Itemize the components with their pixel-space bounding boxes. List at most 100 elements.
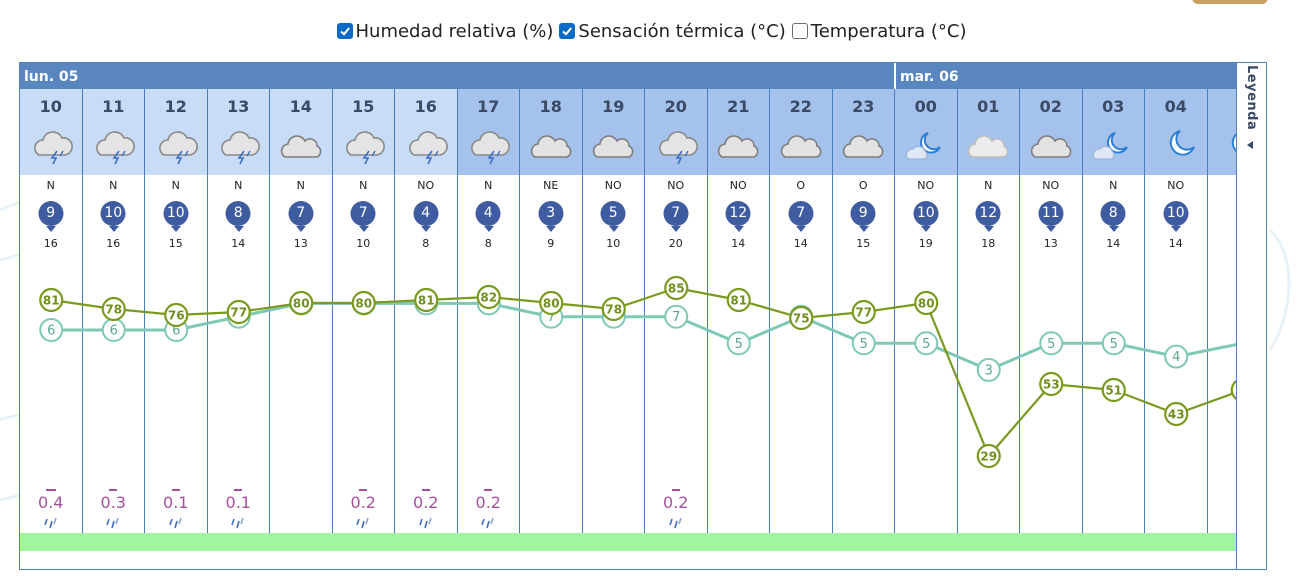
wind-speed-badge: 4	[475, 201, 501, 226]
hour-column: 13 N 8 14 0.1	[207, 89, 270, 545]
hour-header: 20	[645, 89, 707, 175]
wind-arrow-icon	[296, 226, 307, 232]
hour-header: 03	[1082, 89, 1144, 175]
temperature-checkbox[interactable]: Temperatura (°C)	[791, 20, 967, 42]
wind-speed-badge: 9	[850, 201, 876, 226]
wind-gust: 14	[731, 237, 746, 250]
hour-column: 19 NO 5 10	[582, 89, 645, 545]
wind-speed-badge: 7	[788, 201, 814, 226]
rain-bar	[234, 489, 243, 491]
feels-like-checkbox[interactable]: Sensación térmica (°C)	[559, 21, 786, 42]
wind-arrow-icon	[608, 226, 619, 232]
hour-column: 01 N 12 18	[957, 89, 1020, 545]
hour-column: 11 N 10 16 0.3	[82, 89, 145, 545]
wind-direction: N	[484, 179, 493, 192]
wind-gust: 19	[918, 237, 933, 250]
hour-header: 16	[395, 89, 457, 175]
wind-arrow-icon	[46, 226, 57, 232]
wind-speed-badge: 7	[288, 201, 314, 226]
rain-drops-icon	[43, 517, 57, 529]
storm-cloud-icon	[471, 131, 511, 165]
wind-gust: 14	[1106, 237, 1121, 250]
hour-column: 17 N 4 8 0.2	[457, 89, 520, 545]
wind-direction: N	[984, 179, 993, 192]
wind-gust: 8	[422, 237, 430, 250]
hour-column: 00 NO 10 19	[895, 89, 958, 545]
wind-speed-badge: 7	[350, 201, 376, 226]
precipitation-amount: 0.3	[100, 493, 126, 512]
hour-header: 18	[520, 89, 582, 175]
chart-options-toolbar: Humedad relativa (%) Sensación térmica (…	[0, 17, 1303, 45]
humidity-checkbox-label: Humedad relativa (%)	[355, 20, 554, 42]
hour-label: 04	[1164, 97, 1187, 116]
hour-label: 00	[914, 97, 937, 116]
wind-speed-badge: 10	[1163, 201, 1189, 226]
cloud-icon	[718, 135, 759, 158]
rain-bar	[359, 489, 368, 491]
wind-direction: N	[296, 179, 305, 192]
hour-label: 19	[602, 97, 625, 116]
hour-column: 15 N 7 10 0.2	[332, 89, 395, 545]
wind-direction: NE	[543, 179, 559, 192]
hour-label: 12	[164, 97, 187, 116]
wind-speed-badge: 8	[1100, 201, 1126, 226]
temperature-checkbox-label: Temperatura (°C)	[810, 20, 967, 42]
hour-header: 19	[582, 89, 644, 175]
wind-arrow-icon	[358, 226, 369, 232]
hour-column: 12 N 10 15 0.1	[145, 89, 208, 545]
wind-gust: 13	[293, 237, 308, 250]
hour-label: 16	[414, 97, 437, 116]
rain-bar	[671, 489, 680, 491]
wind-direction: N	[234, 179, 243, 192]
rain-drops-icon	[356, 517, 370, 529]
humidity-checkbox[interactable]: Humedad relativa (%)	[336, 20, 554, 42]
wind-arrow-icon	[1171, 226, 1182, 232]
wind-direction: NO	[729, 179, 747, 192]
hour-header: 12	[145, 89, 207, 175]
storm-cloud-icon	[96, 131, 136, 165]
wind-direction: O	[796, 179, 806, 192]
moon-icon	[1169, 130, 1195, 156]
hour-column: 10 N 9 16 0.4	[20, 89, 83, 545]
wind-direction: NO	[667, 179, 685, 192]
precipitation-amount: 0.4	[38, 493, 64, 512]
rain-drops-icon	[168, 517, 182, 529]
hour-label: 23	[852, 97, 875, 116]
rain-bar	[484, 489, 493, 491]
wind-arrow-icon	[233, 226, 244, 232]
wind-gust: 18	[981, 237, 996, 250]
light-cloud-icon	[968, 135, 1009, 158]
precipitation-amount: 0.1	[225, 493, 251, 512]
storm-cloud-icon	[33, 131, 73, 165]
cloud-icon	[1030, 135, 1072, 158]
wind-direction: NO	[1167, 179, 1185, 192]
hour-header: 00	[895, 89, 957, 175]
wind-arrow-icon	[421, 226, 432, 232]
wind-speed-badge: 12	[975, 201, 1001, 226]
caret-left-icon	[1247, 141, 1253, 149]
hour-label: 13	[227, 97, 250, 116]
top-action-button[interactable]	[1192, 0, 1268, 4]
storm-cloud-icon	[408, 131, 448, 165]
wind-gust: 14	[1168, 237, 1183, 250]
wind-gust: 15	[168, 237, 183, 250]
storm-cloud-icon	[158, 131, 198, 165]
wind-gust: 9	[547, 237, 555, 250]
rain-drops-icon	[106, 517, 120, 529]
wind-speed-badge: 11	[1038, 201, 1064, 226]
rain-bar	[45, 489, 56, 491]
hour-column: 02 NO 11 13	[1020, 89, 1083, 545]
hour-header: 11	[82, 89, 144, 175]
hour-label: 22	[789, 97, 812, 116]
wind-arrow-icon	[483, 226, 494, 232]
precipitation-amount: 0.2	[475, 493, 501, 512]
wind-direction: N	[359, 179, 368, 192]
precipitation-amount: 0.1	[163, 493, 189, 512]
wind-direction: NO	[417, 179, 435, 192]
hour-column: 18 NE 3 9	[520, 89, 583, 545]
wind-arrow-icon	[671, 226, 682, 232]
hour-header: 01	[957, 89, 1019, 175]
rain-drops-icon	[668, 517, 682, 529]
legend-toggle[interactable]: Leyenda	[1236, 63, 1266, 569]
hour-column: 22 O 7 14	[770, 89, 833, 545]
